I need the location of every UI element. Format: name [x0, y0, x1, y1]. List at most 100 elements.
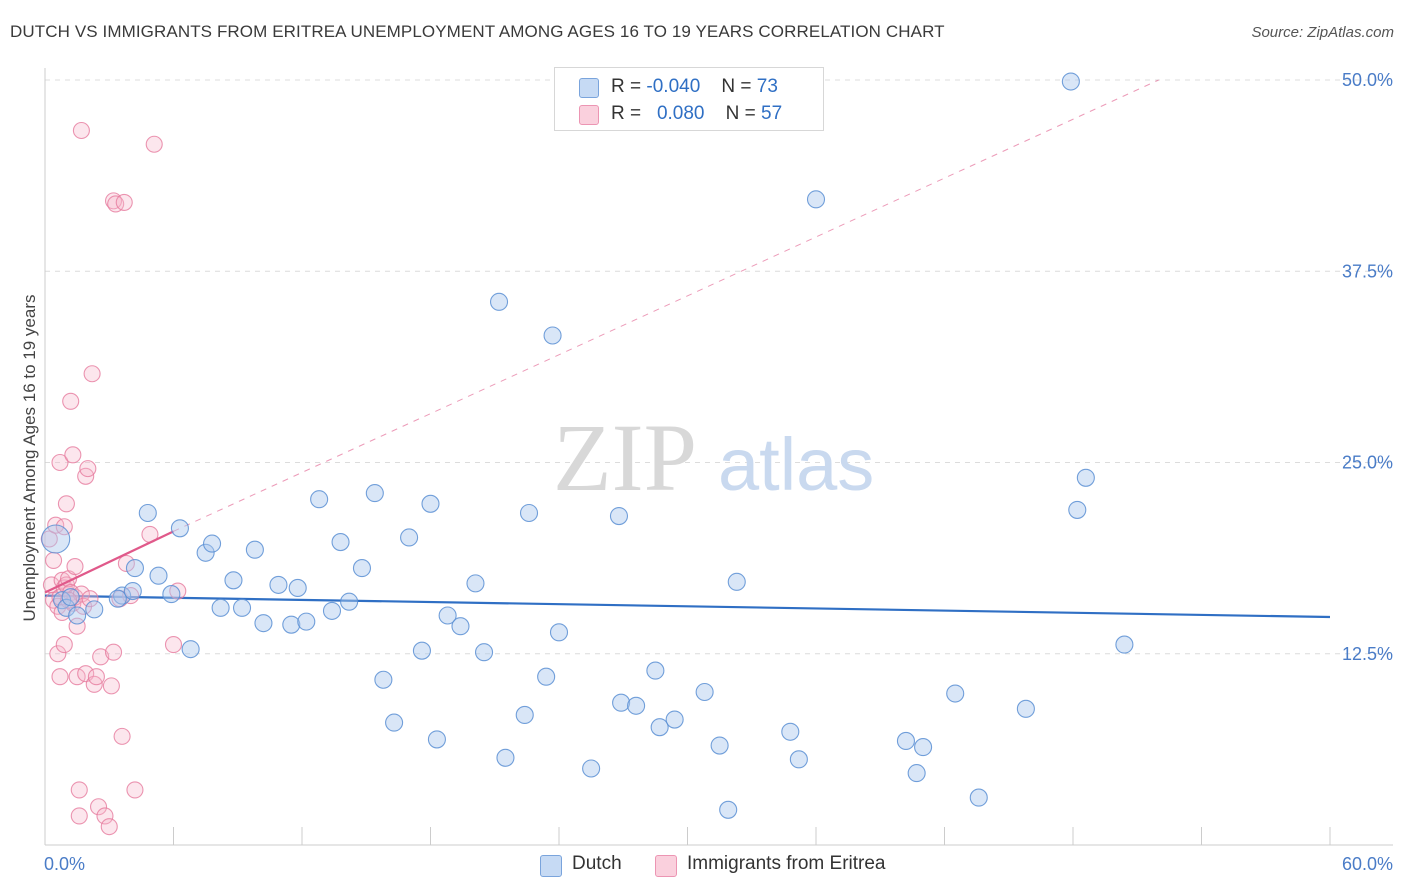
dutch-point: [123, 581, 142, 601]
eritrea-trend-extended: [173, 79, 1159, 532]
dutch-point: [582, 759, 601, 778]
dutch-point: [665, 710, 684, 729]
dutch-point: [451, 617, 470, 636]
eritrea-point: [104, 643, 123, 661]
legend-r-value-dutch: -0.040: [646, 76, 701, 97]
eritrea-point: [113, 727, 131, 745]
legend-n-label: N =: [725, 103, 756, 124]
y-tick-label: 25.0%: [1342, 453, 1393, 473]
eritrea-point: [164, 636, 183, 654]
eritrea-point: [64, 446, 82, 464]
dutch-point: [374, 670, 393, 689]
dutch-point: [254, 614, 273, 633]
bottom-legend-label-dutch: Dutch: [572, 853, 622, 874]
dutch-point: [914, 738, 933, 757]
gridlines: [45, 79, 1393, 655]
dutch-point: [322, 601, 342, 620]
eritrea-point: [57, 495, 75, 513]
dutch-point: [474, 643, 494, 662]
legend-n-value-dutch: 73: [756, 76, 778, 97]
tick-labels: 12.5% 25.0% 37.5% 50.0% 0.0% 60.0%: [44, 70, 1393, 874]
eritrea-point: [45, 551, 63, 569]
eritrea-point: [62, 392, 80, 410]
dutch-point: [340, 592, 359, 611]
eritrea-point: [51, 668, 69, 686]
eritrea-point: [68, 617, 86, 635]
dutch-point: [781, 722, 800, 741]
dutch-point: [421, 494, 440, 513]
dutch-point: [1061, 72, 1080, 91]
watermark-atlas: atlas: [718, 423, 874, 506]
dutch-point: [61, 588, 80, 607]
dutch-point: [496, 748, 515, 767]
dutch-point: [412, 641, 431, 660]
dutch-point: [627, 696, 646, 715]
legend: R = -0.040 N = 73 R = 0.080 N = 57: [554, 67, 824, 131]
bottom-legend-swatch-eritrea: [655, 855, 677, 877]
dutch-point: [170, 519, 189, 538]
eritrea-point: [100, 818, 118, 836]
dutch-point: [946, 684, 965, 703]
dutch-point: [331, 533, 350, 552]
watermark-zip: ZIP: [553, 404, 697, 511]
dutch-point: [162, 585, 181, 604]
eritrea-point: [60, 591, 78, 609]
eritrea-point: [70, 807, 88, 825]
dutch-point: [710, 736, 729, 755]
eritrea-point: [115, 193, 133, 211]
dutch-point: [519, 503, 539, 523]
eritrea-point: [55, 636, 73, 654]
dutch-point: [543, 326, 562, 345]
bottom-legend-swatch-dutch: [540, 855, 562, 877]
dutch-point: [269, 575, 288, 594]
y-tick-label: 50.0%: [1342, 70, 1393, 90]
dutch-point: [427, 730, 446, 749]
dutch-point: [727, 572, 746, 591]
dutch-point: [385, 713, 404, 732]
dutch-point: [609, 506, 629, 526]
legend-r-label: R =: [611, 103, 642, 124]
bottom-legend-label-eritrea: Immigrants from Eritrea: [687, 853, 886, 874]
dutch-point: [1076, 468, 1095, 487]
y-tick-label: 12.5%: [1342, 644, 1393, 664]
dutch-point: [224, 571, 243, 590]
eritrea-point: [107, 195, 125, 213]
dutch-point: [400, 528, 419, 547]
dutch-trend-line: [44, 594, 1331, 619]
watermark: ZIP atlas: [553, 404, 874, 511]
dutch-point: [646, 661, 665, 680]
dutch-point: [203, 534, 222, 553]
dutch-point: [438, 606, 457, 625]
source-label: Source: ZipAtlas.com: [1251, 24, 1394, 41]
dutch-point: [282, 615, 301, 634]
eritrea-point: [70, 781, 88, 799]
dutch-point: [806, 190, 826, 209]
dutch-point: [719, 800, 738, 819]
dutch-point: [1068, 500, 1087, 519]
legend-swatch-eritrea: [579, 105, 599, 125]
dutch-point: [969, 788, 988, 807]
y-axis-label: Unemployment Among Ages 16 to 19 years: [20, 295, 39, 622]
dutch-point: [489, 292, 509, 311]
eritrea-point: [51, 453, 69, 472]
dutch-point: [515, 705, 534, 725]
dutch-point: [232, 598, 252, 617]
dutch-point: [612, 693, 631, 712]
eritrea-point: [145, 135, 163, 153]
dutch-point: [896, 731, 916, 751]
dutch-point: [138, 503, 157, 523]
eritrea-point: [49, 645, 67, 663]
dutch-point: [695, 682, 714, 702]
legend-n-label: N =: [721, 76, 752, 97]
dutch-point: [211, 598, 230, 617]
dutch-point: [108, 589, 127, 608]
dutch-point: [310, 490, 329, 509]
dutch-point: [907, 764, 926, 783]
x-tick-label-min: 0.0%: [44, 854, 85, 874]
axes: [44, 68, 1393, 846]
legend-swatch-dutch: [579, 78, 599, 98]
eritrea-point: [102, 677, 120, 695]
dutch-point: [41, 524, 71, 554]
dutch-point: [288, 578, 307, 598]
